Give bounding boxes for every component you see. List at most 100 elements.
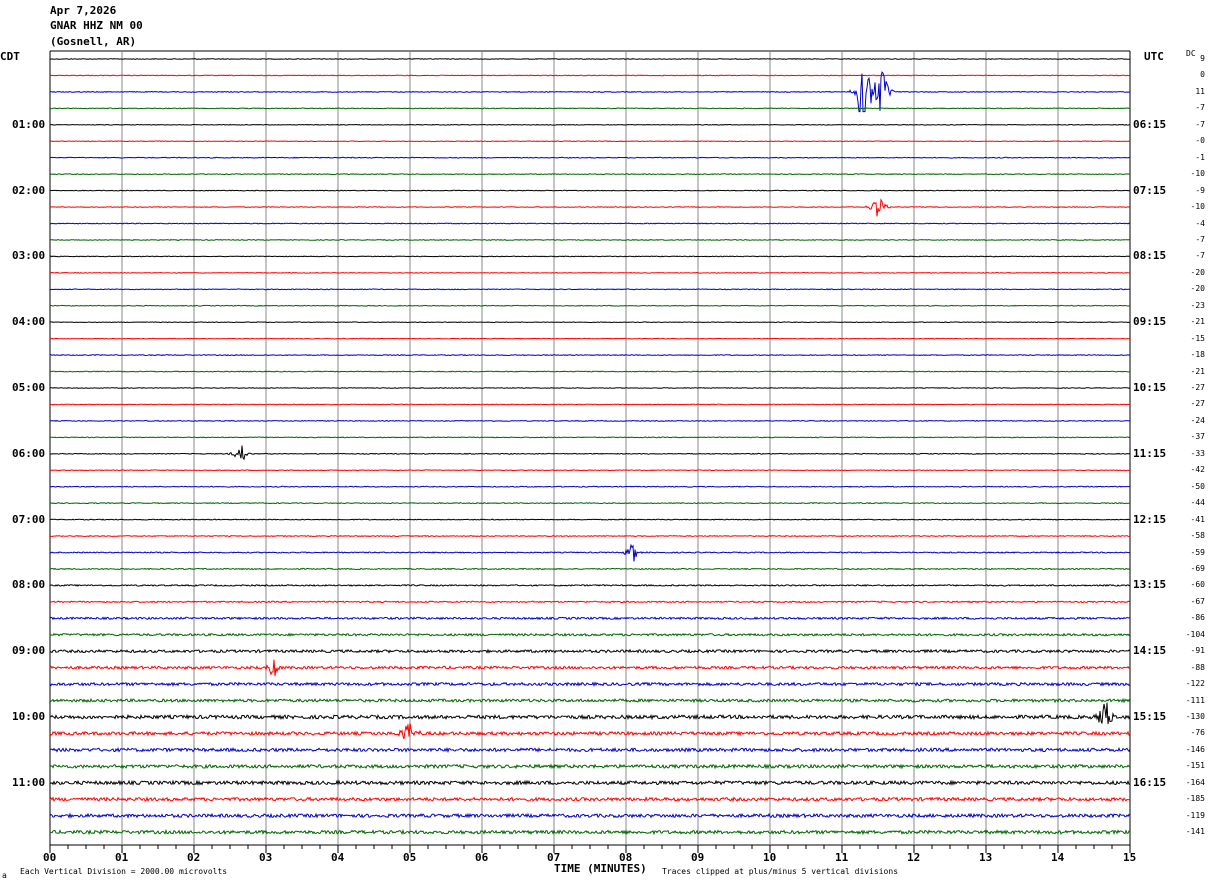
dc-offset-label: -67	[1190, 596, 1205, 606]
dc-offset-label: -0	[1195, 136, 1205, 146]
trace-line	[49, 255, 1131, 258]
left-time-label: 01:00	[12, 117, 46, 131]
dc-offset-label: -33	[1190, 448, 1205, 458]
trace-line	[49, 779, 1131, 787]
dc-offset-label: -185	[1185, 794, 1205, 804]
dc-offset-label: -24	[1190, 415, 1205, 425]
dc-offset-label: -7	[1195, 234, 1205, 244]
dc-offset-label: -164	[1185, 777, 1205, 787]
date-label: Apr 7,2026	[50, 4, 117, 17]
trace-line	[49, 123, 1131, 126]
trace-line	[50, 502, 1131, 505]
trace-line	[49, 659, 1131, 677]
dc-offset-label: 11	[1195, 86, 1205, 96]
trace-line	[49, 543, 1131, 562]
trace-line	[49, 722, 1131, 740]
dc-offset-label: -21	[1190, 317, 1205, 327]
dc-offset-label: -10	[1190, 169, 1205, 179]
left-time-label: 05:00	[12, 381, 46, 394]
dc-offset-label: -4	[1195, 218, 1205, 228]
dc-offset-label: -50	[1190, 481, 1205, 491]
trace-line	[49, 796, 1131, 803]
left-time-label: 09:00	[12, 644, 46, 658]
trace-line	[49, 370, 1131, 373]
trace-line	[49, 485, 1131, 488]
x-tick-label: 07	[547, 851, 561, 864]
trace-line	[49, 812, 1131, 819]
trace-line	[49, 616, 1130, 621]
trace-line	[49, 600, 1131, 604]
dc-offset-label: -130	[1185, 712, 1205, 721]
dc-offset-label: -44	[1190, 498, 1205, 508]
x-tick-label: 09	[691, 851, 705, 864]
dc-offset-label: -1	[1195, 152, 1205, 162]
trace-line	[49, 58, 1131, 60]
dc-offset-label: -7	[1195, 103, 1205, 113]
trace-line	[49, 648, 1131, 654]
trace-line	[49, 107, 1131, 110]
trace-line	[49, 583, 1131, 587]
dc-offset-label: -23	[1190, 300, 1205, 310]
trace-line	[49, 189, 1131, 192]
trace-line	[49, 239, 1130, 241]
trace-line	[49, 632, 1131, 637]
trace-line	[49, 763, 1131, 770]
x-axis-title: TIME (MINUTES)	[554, 862, 647, 875]
dc-offset-label: -104	[1185, 629, 1205, 639]
trace-line	[49, 445, 1131, 461]
dc-label: DC	[1186, 49, 1196, 58]
right-time-label: 06:15	[1133, 117, 1167, 131]
right-axis-label: UTC	[1144, 50, 1164, 63]
left-time-label: 02:00	[12, 183, 46, 197]
trace-line	[49, 74, 1131, 77]
x-tick-label: 03	[259, 851, 273, 864]
trace-line	[49, 702, 1131, 725]
right-time-label: 15:15	[1133, 710, 1167, 723]
x-tick-label: 00	[43, 851, 57, 864]
trace-line	[50, 436, 1131, 439]
trace-line	[49, 469, 1131, 472]
trace-line	[49, 681, 1131, 687]
x-tick-label: 05	[403, 851, 417, 864]
x-tick-label: 14	[1051, 851, 1065, 864]
dc-offset-label: -91	[1190, 646, 1205, 656]
corner-mark: a	[2, 871, 7, 880]
right-time-label: 07:15	[1133, 183, 1167, 197]
dc-offset-label: -119	[1185, 810, 1205, 820]
dc-offset-label: -69	[1190, 563, 1205, 573]
right-time-label: 12:15	[1133, 512, 1167, 526]
dc-offset-label: -42	[1190, 465, 1205, 475]
left-axis-label: CDT	[0, 50, 20, 63]
dc-offset-label: -86	[1190, 613, 1205, 623]
x-tick-label: 10	[763, 851, 777, 864]
dc-offset-label: -27	[1190, 399, 1205, 409]
left-time-label: 06:00	[12, 446, 46, 460]
left-time-label: 07:00	[12, 512, 46, 526]
trace-line	[49, 271, 1131, 274]
dc-offset-label: -60	[1190, 580, 1205, 590]
dc-offset-label: -21	[1190, 366, 1205, 376]
station-label: GNAR HHZ NM 00	[50, 19, 143, 32]
right-time-label: 14:15	[1133, 644, 1167, 658]
trace-line	[49, 534, 1131, 538]
x-tick-label: 08	[619, 851, 633, 864]
trace-line	[49, 71, 1131, 113]
x-tick-label: 12	[907, 851, 921, 864]
trace-line	[50, 403, 1130, 406]
left-time-label: 04:00	[12, 315, 46, 329]
scale-note: Each Vertical Division = 2000.00 microvo…	[20, 867, 228, 876]
dc-offset-label: -18	[1190, 350, 1205, 360]
dc-offset-label: -7	[1195, 251, 1205, 261]
dc-offset-label: -10	[1190, 202, 1205, 212]
trace-line	[49, 746, 1131, 754]
left-time-label: 08:00	[12, 578, 46, 592]
location-label: (Gosnell, AR)	[50, 35, 137, 48]
dc-offset-label: -146	[1185, 744, 1205, 754]
left-time-label: 11:00	[12, 775, 46, 789]
dc-offset-label: -141	[1185, 827, 1205, 837]
trace-line	[49, 198, 1131, 217]
x-tick-label: 11	[835, 851, 849, 864]
trace-line	[49, 387, 1131, 389]
x-tick-label: 04	[331, 851, 345, 864]
left-time-label: 03:00	[12, 249, 46, 263]
